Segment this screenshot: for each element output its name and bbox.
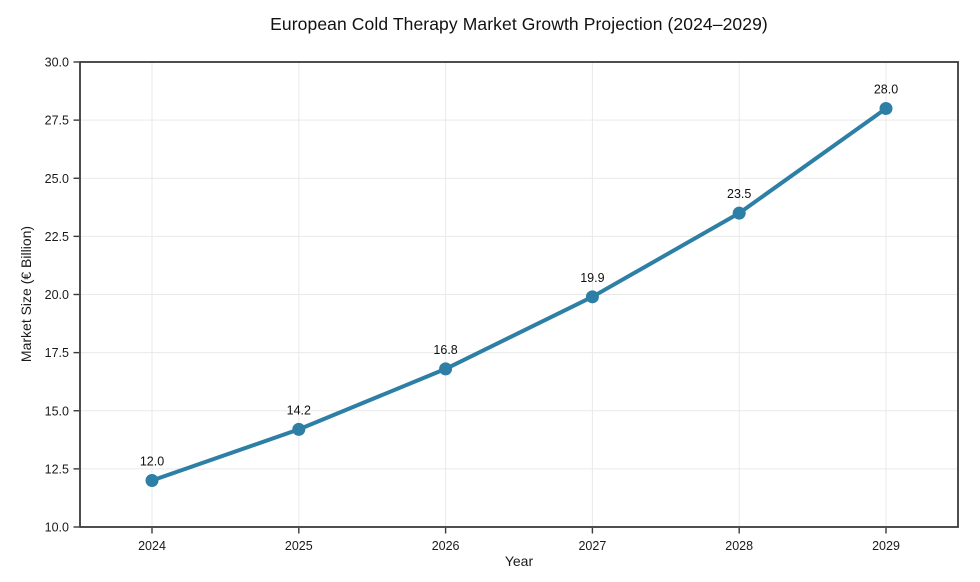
x-axis-title: Year	[504, 553, 534, 569]
data-point	[585, 290, 599, 304]
data-point	[292, 422, 306, 436]
data-point-label: 14.2	[287, 403, 311, 417]
x-tick-label: 2024	[138, 539, 166, 553]
x-tick-label: 2025	[285, 539, 313, 553]
x-tick-label: 2028	[725, 539, 753, 553]
y-tick-label: 30.0	[45, 56, 69, 70]
x-tick-label: 2027	[578, 539, 606, 553]
x-tick-label: 2026	[432, 539, 460, 553]
data-point-label: 23.5	[727, 187, 751, 201]
data-point-label: 19.9	[580, 271, 604, 285]
y-tick-label: 12.5	[45, 462, 69, 476]
data-line	[150, 106, 888, 483]
x-tick-label: 2029	[872, 539, 900, 553]
data-point-label: 12.0	[140, 455, 164, 469]
data-point	[732, 206, 746, 220]
y-tick-label: 25.0	[45, 172, 69, 186]
plot-border	[79, 61, 959, 528]
y-tick-label: 22.5	[45, 230, 69, 244]
y-tick-label: 17.5	[45, 346, 69, 360]
data-point	[879, 102, 893, 115]
chart-title: European Cold Therapy Market Growth Proj…	[270, 14, 768, 34]
y-tick-label: 20.0	[45, 288, 69, 302]
data-point	[439, 362, 453, 376]
y-tick-label: 27.5	[45, 114, 69, 128]
y-tick-label: 10.0	[45, 521, 69, 535]
data-point	[145, 474, 159, 487]
data-point-label: 28.0	[874, 83, 898, 97]
data-point-label: 16.8	[433, 343, 457, 357]
y-tick-label: 15.0	[45, 404, 69, 418]
